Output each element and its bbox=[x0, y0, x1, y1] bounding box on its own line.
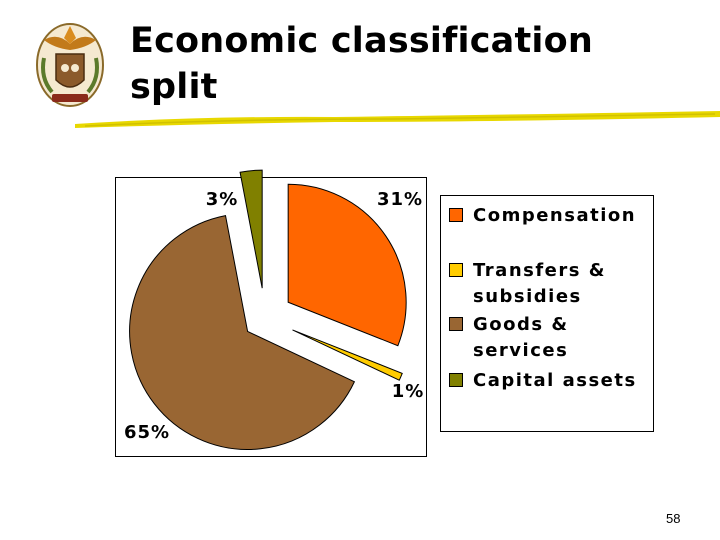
legend-label: Goods & services bbox=[473, 314, 569, 361]
data-label: 65% bbox=[124, 422, 170, 443]
pie-slice-transfers-subsidies bbox=[292, 329, 403, 381]
legend-label: Compensation bbox=[473, 205, 637, 226]
legend-item-capital: Capital assets bbox=[441, 368, 653, 394]
pie-slice-compensation bbox=[287, 183, 407, 347]
orange-swatch-icon bbox=[449, 208, 463, 222]
data-label: 3% bbox=[206, 189, 239, 210]
chart-plot-area bbox=[115, 177, 427, 457]
legend-label: Transfers & subsidies bbox=[473, 260, 606, 307]
legend-label: Capital assets bbox=[473, 370, 637, 391]
chart-legend: Compensation Transfers & subsidies Goods… bbox=[440, 195, 654, 432]
pie-slice-capital-assets bbox=[239, 169, 263, 289]
title-line-2: split bbox=[130, 67, 218, 107]
yellow-swatch-icon bbox=[449, 263, 463, 277]
olive-swatch-icon bbox=[449, 373, 463, 387]
legend-item-transfers: Transfers & subsidies bbox=[441, 258, 653, 310]
title-line-1: Economic classification bbox=[130, 21, 593, 61]
slide-title: Economic classification split bbox=[130, 18, 593, 110]
pie-slice-goods-services bbox=[129, 214, 356, 450]
brown-swatch-icon bbox=[449, 317, 463, 331]
data-label: 31% bbox=[377, 189, 423, 210]
title-underline bbox=[75, 111, 720, 128]
legend-item-compensation: Compensation bbox=[441, 203, 653, 229]
data-label: 1% bbox=[392, 381, 425, 402]
page-number: 58 bbox=[666, 511, 681, 526]
coat-of-arms-icon bbox=[36, 23, 104, 107]
legend-item-goods: Goods & services bbox=[441, 312, 653, 364]
